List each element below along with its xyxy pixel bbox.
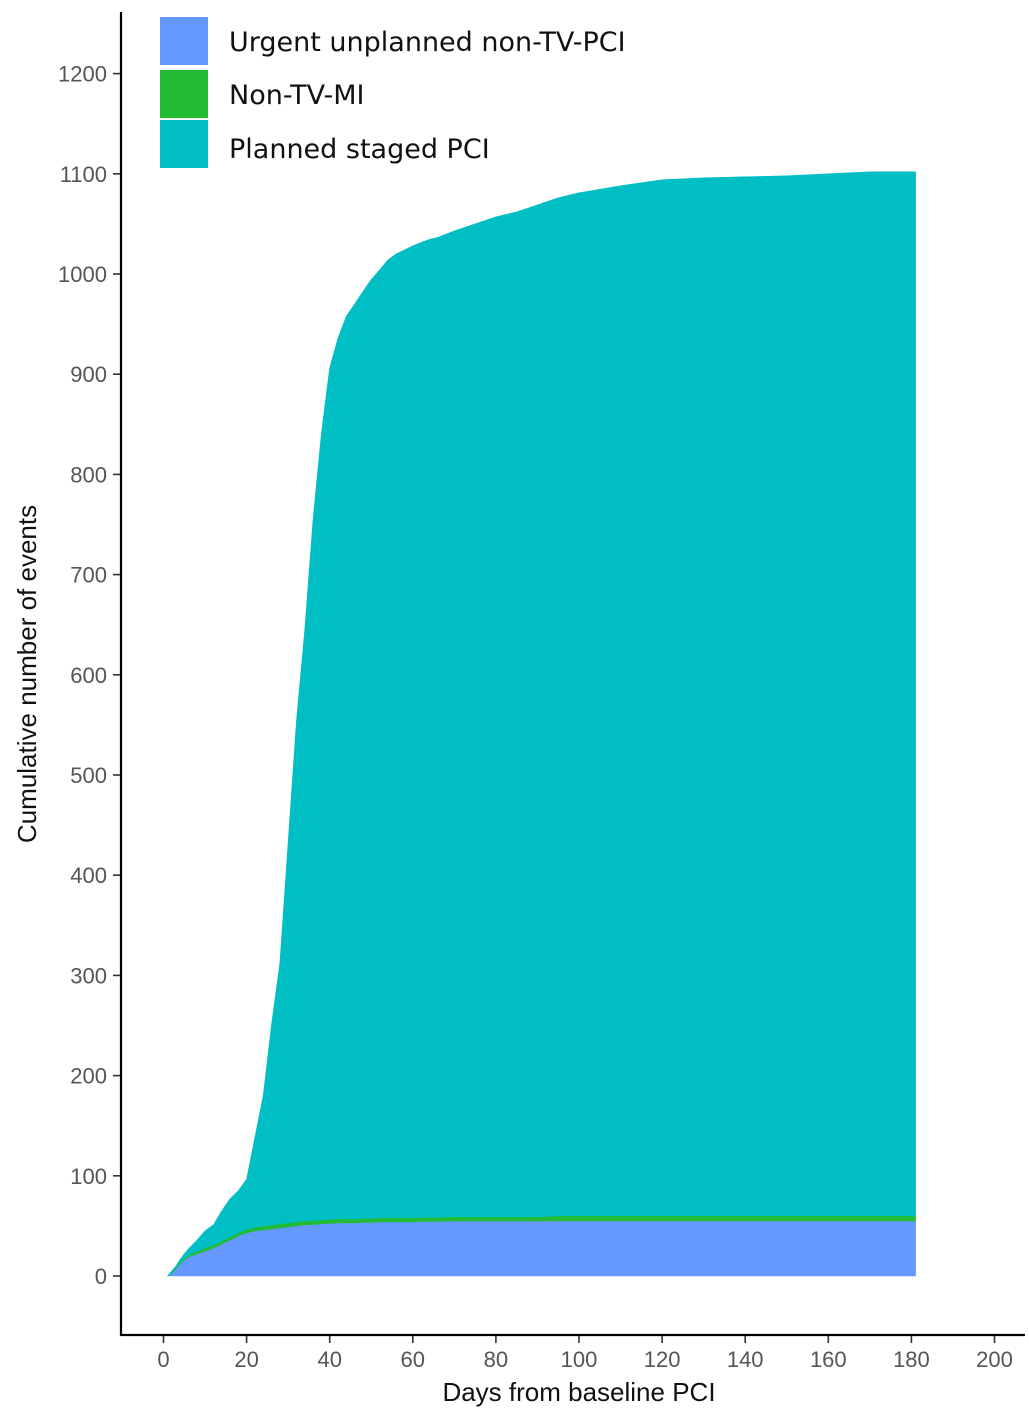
axes-layer bbox=[119, 12, 1025, 1337]
x-tick-label: 60 bbox=[401, 1347, 425, 1372]
area-series-layer bbox=[166, 171, 916, 1277]
x-tick-label: 120 bbox=[644, 1347, 681, 1372]
x-tick-label: 100 bbox=[561, 1347, 598, 1372]
y-tick-label: 200 bbox=[70, 1064, 107, 1089]
y-axis-title: Cumulative number of events bbox=[12, 505, 42, 843]
legend-swatch-planned-staged-pci bbox=[160, 120, 208, 168]
x-tick-label: 80 bbox=[484, 1347, 508, 1372]
legend-swatch-urgent-unplanned-non-tv-pci bbox=[160, 17, 208, 65]
legend-swatch-non-tv-mi bbox=[160, 70, 208, 118]
area-urgent-unplanned-non-tv-pci bbox=[166, 1220, 916, 1277]
legend: Urgent unplanned non-TV-PCI Non-TV-MI Pl… bbox=[160, 17, 626, 168]
y-tick-label: 400 bbox=[70, 863, 107, 888]
x-tick-label: 140 bbox=[727, 1347, 764, 1372]
x-axis-title: Days from baseline PCI bbox=[442, 1377, 715, 1407]
y-tick-label: 800 bbox=[70, 462, 107, 487]
y-tick-label: 1100 bbox=[60, 162, 107, 187]
x-tick-label: 0 bbox=[157, 1347, 169, 1372]
y-tick-label: 500 bbox=[70, 763, 107, 788]
area-planned-staged-pci bbox=[167, 171, 916, 1277]
y-tick-label: 0 bbox=[95, 1264, 107, 1289]
y-tick-label: 100 bbox=[70, 1164, 107, 1189]
y-tick-label: 1200 bbox=[58, 62, 107, 87]
x-tick-label: 200 bbox=[976, 1347, 1013, 1372]
y-tick-label: 900 bbox=[70, 362, 107, 387]
x-tick-label: 20 bbox=[234, 1347, 258, 1372]
x-tick-label: 180 bbox=[893, 1347, 930, 1372]
ticks-layer: 0 20 40 60 80 100 120 140 160 180 200 0 100 200 300 400… bbox=[58, 62, 1013, 1372]
y-tick-label: 1000 bbox=[58, 262, 107, 287]
y-tick-label: 600 bbox=[70, 663, 107, 688]
legend-label-non-tv-mi: Non-TV-MI bbox=[229, 80, 364, 111]
legend-label-planned-staged-pci: Planned staged PCI bbox=[229, 134, 490, 165]
x-tick-label: 160 bbox=[810, 1347, 847, 1372]
y-tick-label: 300 bbox=[70, 963, 107, 988]
y-tick-label: 700 bbox=[70, 563, 107, 588]
x-tick-label: 40 bbox=[317, 1347, 341, 1372]
legend-label-urgent-unplanned-non-tv-pci: Urgent unplanned non-TV-PCI bbox=[229, 27, 626, 58]
